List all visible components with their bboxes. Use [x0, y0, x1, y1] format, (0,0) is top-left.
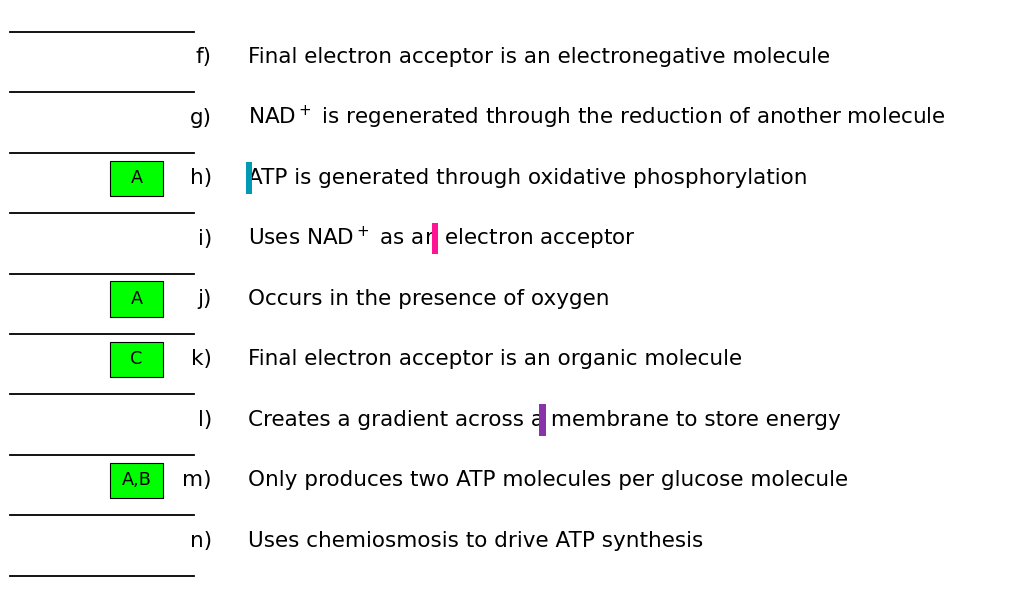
Text: h): h) [190, 168, 212, 188]
Text: f): f) [196, 47, 212, 67]
Bar [110, 282, 163, 316]
Text: n): n) [190, 531, 212, 551]
Text: A,B: A,B [122, 471, 151, 489]
Text: m): m) [182, 471, 212, 490]
Text: A: A [130, 290, 143, 308]
Text: Uses chemiosmosis to drive ATP synthesis: Uses chemiosmosis to drive ATP synthesis [248, 531, 703, 551]
Text: A: A [130, 169, 143, 187]
Text: $\mathregular{NAD^+}$ is regenerated through the reduction of another molecule: $\mathregular{NAD^+}$ is regenerated thr… [248, 104, 946, 131]
Bar [432, 223, 438, 254]
Bar [540, 404, 546, 436]
Text: k): k) [191, 349, 212, 370]
Text: j): j) [197, 289, 212, 309]
Text: Only produces two ATP molecules per glucose molecule: Only produces two ATP molecules per gluc… [248, 471, 848, 490]
Bar [246, 162, 252, 194]
Text: ATP is generated through oxidative phosphorylation: ATP is generated through oxidative phosp… [248, 168, 808, 188]
Bar [110, 463, 163, 498]
Text: Final electron acceptor is an electronegative molecule: Final electron acceptor is an electroneg… [248, 47, 830, 67]
Text: Final electron acceptor is an organic molecule: Final electron acceptor is an organic mo… [248, 349, 742, 370]
Text: i): i) [197, 228, 212, 249]
Text: Uses $\mathregular{NAD^+}$ as an electron acceptor: Uses $\mathregular{NAD^+}$ as an electro… [248, 225, 636, 252]
Text: Occurs in the presence of oxygen: Occurs in the presence of oxygen [248, 289, 610, 309]
Bar [110, 342, 163, 377]
Text: Creates a gradient across a membrane to store energy: Creates a gradient across a membrane to … [248, 410, 841, 430]
Text: C: C [130, 350, 143, 368]
Bar [110, 160, 163, 196]
Text: l): l) [197, 410, 212, 430]
Text: g): g) [190, 108, 212, 127]
